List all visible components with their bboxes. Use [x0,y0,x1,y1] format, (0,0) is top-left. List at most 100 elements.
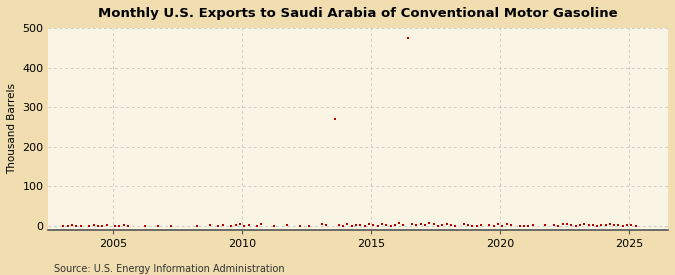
Point [462,223,473,227]
Point [213,224,223,228]
Point [230,223,241,227]
Point [596,222,607,227]
Point [424,221,435,225]
Point [67,223,78,227]
Point [553,224,564,228]
Point [110,224,121,228]
Point [527,223,538,227]
Point [558,222,568,226]
Point [411,223,422,227]
Point [497,224,508,228]
Point [368,222,379,227]
Point [351,222,362,227]
Point [63,224,74,228]
Point [97,224,107,228]
Point [71,224,82,228]
Text: Source: U.S. Energy Information Administration: Source: U.S. Energy Information Administ… [54,264,285,274]
Point [475,222,486,227]
Point [484,223,495,227]
Point [467,224,478,228]
Point [338,224,349,228]
Point [428,222,439,226]
Point [377,222,387,226]
Point [372,224,383,228]
Point [630,224,641,228]
Point [92,224,103,228]
Point [493,222,504,226]
Point [252,224,263,228]
Point [613,222,624,227]
Point [514,224,525,228]
Point [394,221,404,225]
Point [243,222,254,227]
Point [574,223,585,227]
Point [626,223,637,227]
Point [364,222,375,226]
Point [566,222,576,227]
Point [522,224,533,228]
Point [256,222,267,226]
Point [316,222,327,226]
Point [622,223,632,227]
Point [419,222,430,227]
Point [549,223,560,227]
Point [398,222,409,227]
Point [381,222,392,227]
Point [489,224,500,228]
Point [329,117,340,121]
Point [165,224,176,228]
Point [333,223,344,227]
Point [205,222,215,227]
Point [217,223,228,227]
Point [433,224,443,228]
Point [269,224,279,228]
Point [346,224,357,228]
Point [437,222,448,227]
Point [471,224,482,228]
Point [235,222,246,226]
Point [123,224,134,228]
Point [450,224,460,228]
Point [88,222,99,227]
Point [192,224,202,228]
Point [618,224,628,228]
Point [506,222,516,227]
Point [406,222,417,226]
Point [101,223,112,227]
Point [502,222,512,226]
Point [415,222,426,226]
Point [140,224,151,228]
Point [441,222,452,226]
Point [239,224,250,228]
Point [321,222,331,227]
Point [342,222,353,226]
Point [282,223,293,227]
Point [458,222,469,226]
Point [578,222,589,226]
Point [446,223,456,227]
Point [385,224,396,228]
Point [119,223,130,227]
Point [570,224,581,228]
Point [295,224,306,228]
Point [389,223,400,227]
Point [359,224,370,228]
Point [609,223,620,227]
Point [592,224,603,228]
Point [114,224,125,228]
Point [402,36,413,40]
Y-axis label: Thousand Barrels: Thousand Barrels [7,83,17,174]
Point [587,223,598,227]
Point [605,222,616,226]
Point [540,222,551,227]
Point [355,223,366,227]
Point [303,224,314,228]
Point [58,224,69,228]
Point [583,222,594,227]
Point [153,224,163,228]
Point [600,223,611,227]
Point [76,224,86,228]
Point [226,224,237,228]
Title: Monthly U.S. Exports to Saudi Arabia of Conventional Motor Gasoline: Monthly U.S. Exports to Saudi Arabia of … [99,7,618,20]
Point [562,222,572,226]
